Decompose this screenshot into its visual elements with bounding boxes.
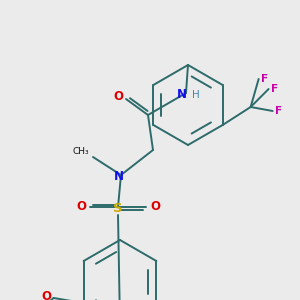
Text: S: S — [113, 202, 123, 214]
Text: F: F — [275, 106, 282, 116]
Text: O: O — [76, 200, 86, 214]
Text: N: N — [177, 88, 187, 101]
Text: O: O — [113, 91, 123, 103]
Text: H: H — [192, 90, 200, 100]
Text: O: O — [42, 290, 52, 300]
Text: F: F — [271, 84, 278, 94]
Text: F: F — [261, 74, 268, 84]
Text: CH₃: CH₃ — [73, 148, 89, 157]
Text: N: N — [114, 170, 124, 184]
Text: O: O — [150, 200, 160, 214]
